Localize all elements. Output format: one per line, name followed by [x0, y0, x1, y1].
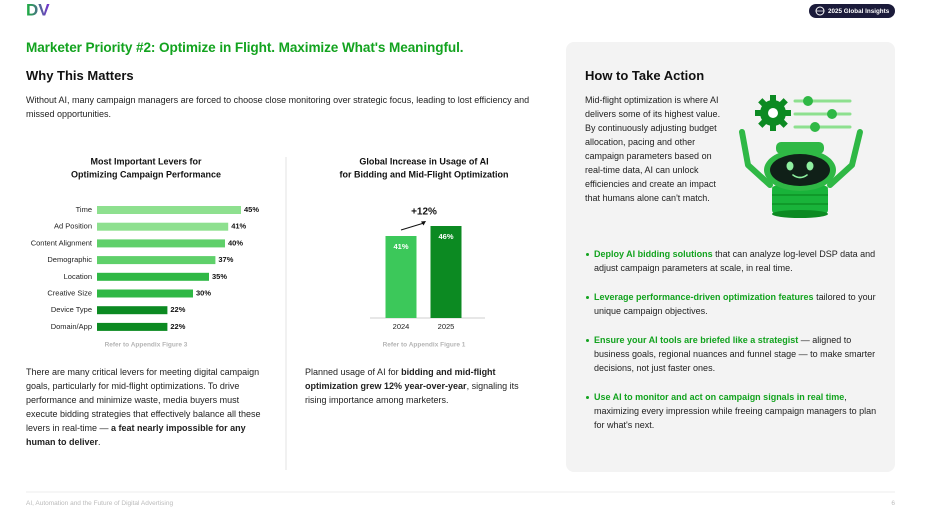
- section-heading: How to Take Action: [585, 68, 705, 83]
- bar: [97, 256, 216, 265]
- category-label: 2025: [438, 322, 455, 331]
- bar: [385, 236, 417, 318]
- bullet-item: Use AI to monitor and act on campaign si…: [586, 390, 882, 432]
- text-run: There are many critical levers for meeti…: [26, 367, 261, 433]
- bullet-lead: Ensure your AI tools are briefed like a …: [594, 335, 799, 345]
- page-number: 6: [891, 500, 895, 507]
- body-paragraph: Planned usage of AI for bidding and mid-…: [305, 365, 537, 407]
- logo: DV: [26, 0, 50, 19]
- value-label: 46%: [438, 232, 453, 241]
- bullet-item: Deploy AI bidding solutions that can ana…: [586, 247, 882, 275]
- value-label: 40%: [228, 238, 243, 247]
- chart-title: Most Important Levers for: [90, 156, 202, 166]
- bullet-text: , maximizing every impression while free…: [594, 392, 877, 430]
- body-paragraph: There are many critical levers for meeti…: [26, 365, 266, 449]
- value-label: 22%: [170, 305, 185, 314]
- page-title: Marketer Priority #2: Optimize in Flight…: [26, 40, 464, 55]
- text-run: .: [98, 437, 101, 447]
- annotation-arrow: [400, 222, 425, 231]
- footer-text: AI, Automation and the Future of Digital…: [26, 500, 174, 507]
- robot-illustration: [739, 95, 863, 218]
- bullet-lead: Use AI to monitor and act on campaign si…: [594, 392, 845, 402]
- chart-note: Refer to Appendix Figure 3: [105, 342, 188, 349]
- value-label: 22%: [170, 322, 185, 331]
- category-label: Location: [64, 272, 92, 281]
- bullet-text: tailored to your unique campaign objecti…: [594, 292, 876, 316]
- value-label: 41%: [393, 242, 408, 251]
- category-label: Time: [76, 205, 92, 214]
- section-heading: Why This Matters: [26, 68, 134, 83]
- chart-note: Refer to Appendix Figure 1: [383, 342, 466, 349]
- bar: [97, 289, 193, 298]
- bold-text: bidding and mid-flight optimization grew…: [305, 367, 496, 391]
- category-label: 2024: [393, 322, 410, 331]
- value-label: 37%: [218, 255, 233, 264]
- bar: [97, 306, 168, 315]
- badge-text: 2025 Global Insights: [828, 8, 890, 15]
- value-label: 45%: [244, 205, 259, 214]
- annotation: +12%: [411, 207, 437, 218]
- annotation-arrowhead: [421, 221, 426, 226]
- chart-title: for Bidding and Mid-Flight Optimization: [340, 169, 509, 179]
- category-label: Domain/App: [51, 322, 92, 331]
- text-run: Planned usage of AI for: [305, 367, 402, 377]
- text-run: , signaling its rising importance among …: [305, 381, 519, 405]
- category-label: Creative Size: [47, 288, 92, 297]
- bar: [97, 222, 229, 231]
- category-label: Content Alignment: [31, 238, 93, 247]
- bullet-text: that can analyze log-level DSP data and …: [594, 249, 876, 273]
- bold-text: a feat nearly impossible for any human t…: [26, 423, 246, 447]
- value-label: 30%: [196, 288, 211, 297]
- bar: [97, 206, 241, 214]
- badge: [809, 4, 895, 18]
- intro-paragraph: Without AI, many campaign managers are f…: [26, 95, 530, 119]
- bullet-item: Ensure your AI tools are briefed like a …: [586, 333, 882, 375]
- bar: [97, 322, 168, 331]
- category-label: Demographic: [47, 255, 92, 264]
- action-intro: Mid-flight optimization is where AI deli…: [585, 95, 721, 203]
- bullet-item: Leverage performance-driven optimization…: [586, 290, 882, 318]
- bar: [97, 239, 225, 248]
- bullet-lead: Leverage performance-driven optimization…: [594, 292, 814, 302]
- category-label: Ad Position: [54, 222, 92, 231]
- bar: [97, 272, 209, 281]
- chart-title: Global Increase in Usage of AI: [359, 156, 488, 166]
- value-label: 35%: [212, 272, 227, 281]
- value-label: 41%: [231, 222, 246, 231]
- chart-title: Optimizing Campaign Performance: [71, 169, 221, 179]
- bullet-lead: Deploy AI bidding solutions: [594, 249, 713, 259]
- category-label: Device Type: [51, 305, 92, 314]
- bullet-text: — aligned to business goals, regional nu…: [594, 335, 876, 373]
- bar: [430, 226, 462, 318]
